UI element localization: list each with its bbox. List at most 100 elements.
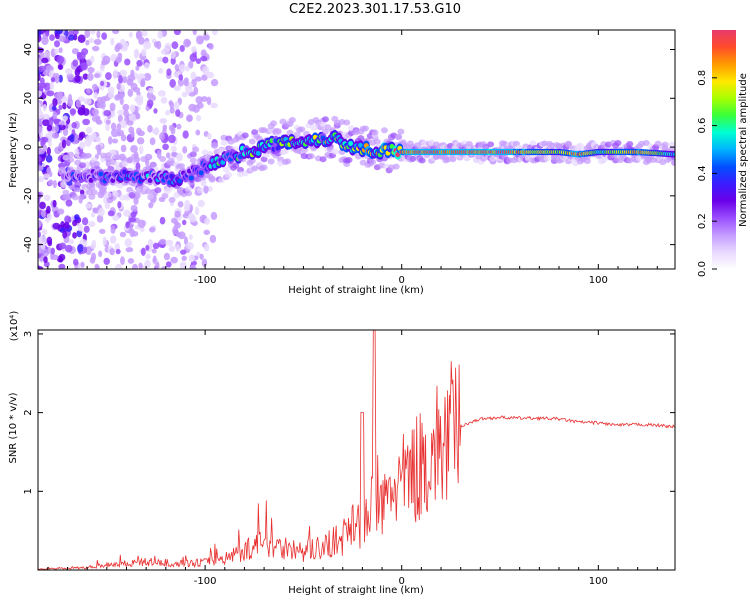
heatmap-cell xyxy=(110,122,117,131)
heatmap-cell xyxy=(80,261,85,268)
heatmap-cell xyxy=(51,254,59,261)
heatmap-cell xyxy=(57,208,65,215)
heatmap-cell xyxy=(98,207,105,217)
y-tick-label: -20 xyxy=(23,188,34,204)
heatmap-cell xyxy=(38,73,41,82)
heatmap-cell xyxy=(118,129,125,137)
heatmap-cell xyxy=(90,55,95,64)
heatmap-cell xyxy=(176,232,182,238)
heatmap-cell xyxy=(81,153,89,160)
heatmap-cell xyxy=(67,34,75,41)
heatmap-cell xyxy=(369,159,377,166)
heatmap-cell xyxy=(194,76,202,82)
heatmap-cell xyxy=(123,109,129,118)
heatmap-cell xyxy=(171,151,177,157)
heatmap-cell xyxy=(194,206,200,216)
heatmap-cell xyxy=(85,39,90,46)
heatmap-cell xyxy=(38,148,45,155)
heatmap-cell xyxy=(206,96,212,106)
heatmap-cell xyxy=(331,148,339,155)
heatmap-cell xyxy=(185,190,193,197)
heatmap-cell xyxy=(50,247,56,255)
heatmap-cell xyxy=(41,57,49,64)
heatmap-cell xyxy=(96,214,104,223)
heatmap-cell xyxy=(45,30,50,37)
colorbar-tick-label: 0.8 xyxy=(697,70,708,86)
heatmap-cell xyxy=(183,236,188,246)
heatmap-cell xyxy=(169,106,175,114)
heatmap-cell xyxy=(55,30,63,35)
heatmap-cell xyxy=(357,142,363,148)
y-tick-label: 0 xyxy=(23,144,34,150)
heatmap-cell xyxy=(179,45,185,52)
heatmap-cell xyxy=(529,140,537,147)
heatmap-cell xyxy=(64,215,71,224)
heatmap-cell xyxy=(42,70,51,76)
heatmap-cell xyxy=(138,36,145,45)
heatmap-cell xyxy=(115,56,122,63)
heatmap-cell xyxy=(449,156,457,163)
heatmap-cell xyxy=(90,243,97,249)
heatmap-cell xyxy=(671,159,675,166)
heatmap-cell xyxy=(89,30,96,35)
heatmap-cell xyxy=(46,212,53,221)
heatmap-cell xyxy=(88,184,96,191)
heatmap-cell xyxy=(46,205,51,214)
heatmap-cell xyxy=(397,128,405,135)
heatmap-cell xyxy=(62,230,68,239)
heatmap-cell xyxy=(116,123,122,132)
heatmap-cell xyxy=(307,153,315,160)
colorbar: 0.0 0.2 0.4 0.6 0.8 Normalized spectral ampl… xyxy=(697,30,749,277)
heatmap-cell xyxy=(137,219,146,229)
heatmap-cell xyxy=(153,108,158,114)
heatmap-cell xyxy=(576,142,584,149)
heatmap-cell xyxy=(172,225,179,235)
colorbar-tick-label: 0.6 xyxy=(697,118,708,134)
y-tick-label: 1 xyxy=(23,488,34,494)
heatmap-cell xyxy=(46,146,51,156)
heatmap-cell xyxy=(345,156,353,163)
snr-y-axis-label: SNR (10 * v/v) xyxy=(8,392,19,463)
heatmap-cell xyxy=(270,120,278,127)
heatmap-cell xyxy=(255,150,261,156)
heatmap-cell xyxy=(140,78,146,87)
heatmap-cell xyxy=(114,94,121,101)
heatmap-cell xyxy=(145,253,151,260)
heatmap-cell xyxy=(81,217,89,226)
heatmap-cell xyxy=(90,252,97,261)
heatmap-cell xyxy=(48,179,54,186)
heatmap-cell xyxy=(43,173,50,179)
heatmap-cell xyxy=(135,65,140,71)
heatmap-cell xyxy=(60,181,68,188)
heatmap-cell xyxy=(126,120,134,126)
heatmap-cell xyxy=(135,162,141,171)
heatmap-cell xyxy=(167,134,176,144)
heatmap-cell xyxy=(123,42,129,48)
heatmap-cell xyxy=(220,159,226,165)
heatmap-cell xyxy=(284,158,292,165)
heatmap-cell xyxy=(135,94,144,103)
heatmap-cell xyxy=(54,92,62,100)
heatmap-cell xyxy=(184,39,192,46)
colorbar-tick-label: 0.4 xyxy=(697,165,708,181)
heatmap-cell xyxy=(362,125,370,132)
heatmap-cell xyxy=(128,126,135,134)
heatmap-cell xyxy=(117,109,125,116)
heatmap-cell xyxy=(52,97,58,107)
heatmap-cell xyxy=(111,128,119,138)
heatmap-cell xyxy=(130,204,138,212)
heatmap-cell xyxy=(196,187,204,194)
heatmap-cell xyxy=(267,158,275,165)
heatmap-cell xyxy=(74,214,80,221)
heatmap-cell xyxy=(79,141,86,150)
heatmap-cell xyxy=(188,234,193,240)
heatmap-cell xyxy=(73,258,79,266)
heatmap-cell xyxy=(149,161,157,168)
heatmap-cell xyxy=(418,157,426,164)
heatmap-cell xyxy=(108,136,113,145)
heatmap-cell xyxy=(184,65,190,72)
heatmap-cell xyxy=(93,38,102,46)
heatmap-cell xyxy=(184,210,190,217)
heatmap-cell xyxy=(88,221,96,228)
heatmap-cell xyxy=(38,89,43,98)
